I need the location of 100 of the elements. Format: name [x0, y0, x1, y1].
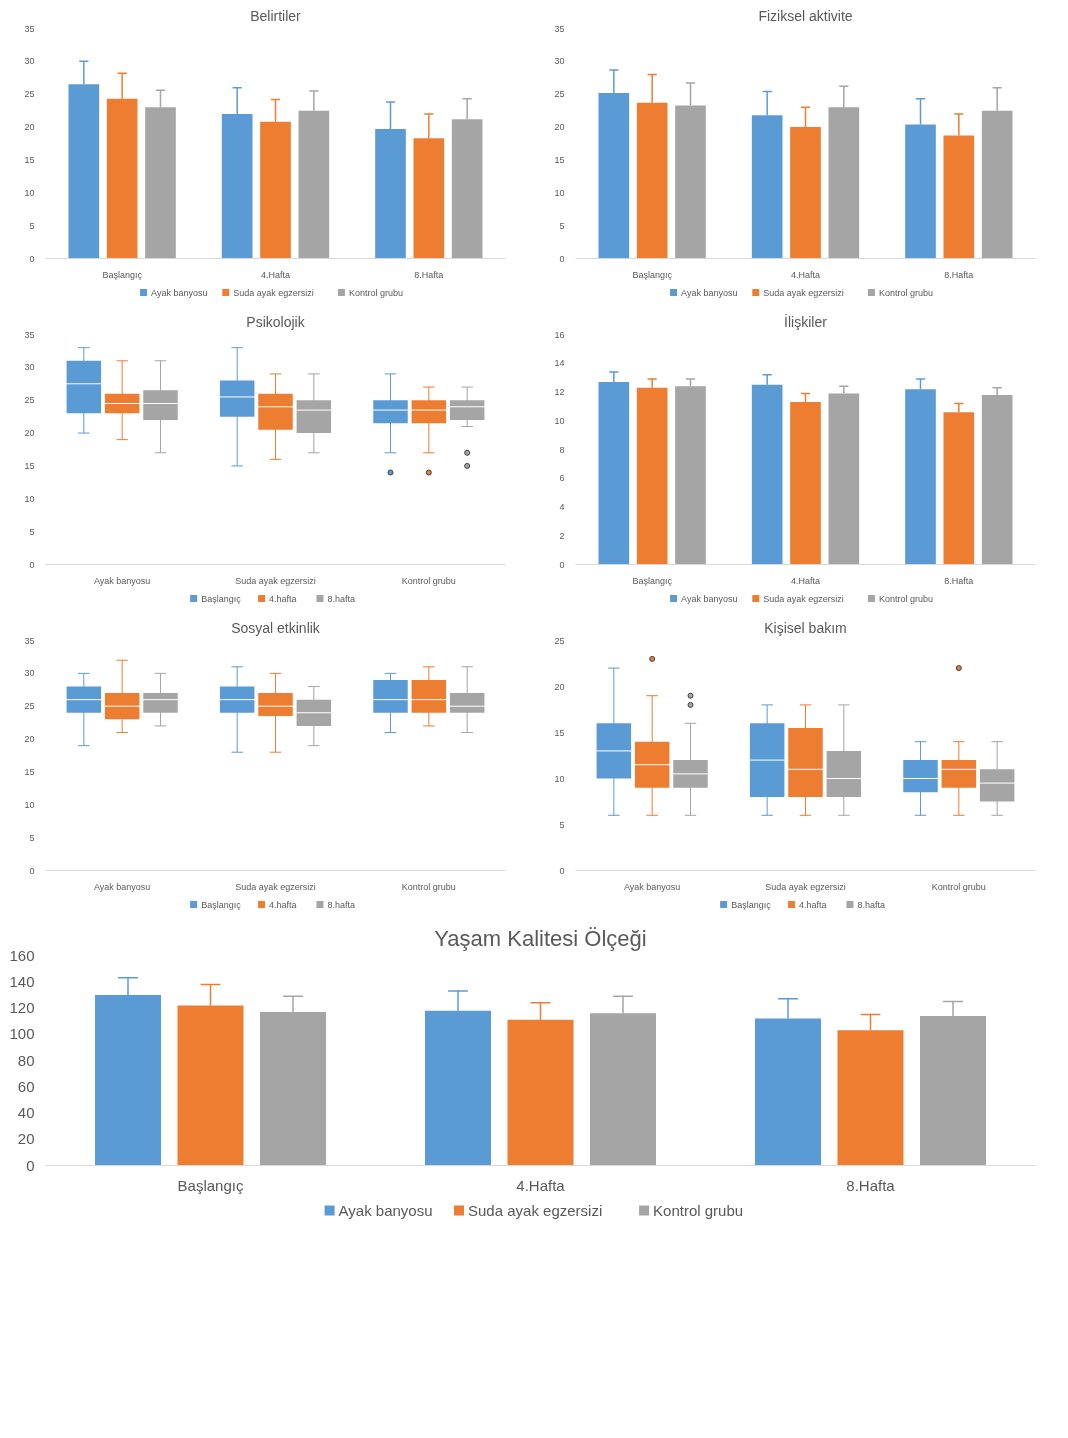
legend-label: Kontrol grubu — [653, 1202, 744, 1219]
y-tick-label: 15 — [554, 727, 565, 738]
legend-label: Ayak banyosu — [151, 287, 208, 298]
x-tick-label: 8.Hafta — [944, 269, 974, 280]
y-tick-label: 120 — [9, 999, 35, 1016]
x-tick-label: Suda ayak egzersizi — [765, 881, 846, 892]
chart-title: Psikolojik — [246, 313, 306, 330]
x-tick-label: 8.Hafta — [414, 269, 444, 280]
x-tick-label: 4.Hafta — [260, 269, 291, 280]
y-tick-label: 16 — [554, 329, 565, 340]
x-tick-label: Ayak banyosu — [93, 881, 151, 892]
y-tick-label: 20 — [17, 1130, 35, 1148]
legend-label: Suda ayak egzersizi — [468, 1202, 603, 1219]
y-tick-label: 0 — [26, 1156, 35, 1174]
y-tick-label: 30 — [24, 362, 35, 373]
chart-title: Fiziksel aktivite — [758, 7, 853, 24]
y-tick-label: 0 — [559, 559, 565, 570]
y-tick-label: 10 — [24, 493, 35, 504]
y-tick-label: 140 — [9, 972, 35, 990]
y-tick-label: 10 — [554, 187, 565, 198]
legend-label: Kontrol grubu — [878, 593, 933, 604]
y-tick-label: 15 — [24, 766, 35, 777]
y-tick-label: 15 — [24, 460, 35, 471]
x-tick-label: Başlangıç — [102, 269, 143, 280]
chart-title: Kişisel bakım — [764, 619, 847, 636]
y-tick-label: 0 — [29, 865, 35, 876]
x-tick-label: Kontrol grubu — [401, 575, 456, 586]
x-tick-label: Suda ayak egzersizi — [235, 575, 316, 586]
y-tick-label: 25 — [24, 89, 35, 100]
x-tick-label: 4.Hafta — [516, 1176, 566, 1194]
x-tick-label: Kontrol grubu — [401, 881, 456, 892]
y-tick-label: 5 — [29, 526, 35, 537]
y-tick-label: 0 — [559, 253, 565, 264]
y-tick-label: 30 — [554, 56, 565, 67]
legend-label: 8.hafta — [327, 899, 355, 910]
y-tick-label: 25 — [554, 89, 565, 100]
x-tick-label: Ayak banyosu — [623, 881, 681, 892]
y-tick-label: 20 — [554, 122, 565, 133]
y-tick-label: 35 — [24, 635, 35, 646]
y-tick-label: 30 — [24, 668, 35, 679]
legend-label: Kontrol grubu — [878, 287, 933, 298]
y-tick-label: 15 — [24, 154, 35, 165]
legend-label: Suda ayak egzersizi — [763, 287, 844, 298]
legend-label: 4.hafta — [269, 593, 297, 604]
legend-label: 4.hafta — [799, 899, 827, 910]
chart-title: Yaşam Kalitesi Ölçeği — [434, 925, 647, 951]
legend-label: Başlangıç — [201, 899, 242, 910]
y-tick-label: 10 — [554, 773, 565, 784]
legend-label: Ayak banyosu — [681, 593, 738, 604]
y-tick-label: 60 — [17, 1077, 35, 1095]
x-tick-label: Başlangıç — [632, 575, 673, 586]
y-tick-label: 160 — [9, 946, 35, 964]
y-tick-label: 12 — [554, 387, 565, 397]
y-tick-label: 2 — [559, 530, 565, 541]
legend-label: Kontrol grubu — [348, 287, 403, 298]
chart-title: İlişkiler — [784, 312, 828, 330]
y-tick-label: 40 — [17, 1104, 35, 1121]
y-tick-label: 15 — [554, 154, 565, 165]
y-tick-label: 25 — [24, 701, 35, 712]
y-tick-label: 0 — [29, 559, 35, 570]
legend-label: 8.hafta — [327, 593, 355, 604]
legend-label: Başlangıç — [731, 899, 772, 910]
chart-title: Sosyal etkinlik — [231, 619, 321, 636]
y-tick-label: 10 — [24, 799, 35, 810]
legend-label: Ayak banyosu — [338, 1202, 433, 1219]
y-tick-label: 5 — [559, 819, 565, 830]
x-tick-label: Başlangıç — [177, 1176, 244, 1194]
x-tick-label: 4.Hafta — [790, 269, 821, 280]
y-tick-label: 10 — [24, 187, 35, 198]
y-tick-label: 14 — [554, 358, 565, 369]
legend-label: Suda ayak egzersizi — [233, 287, 314, 298]
y-tick-label: 35 — [24, 329, 35, 340]
x-tick-label: 8.Hafta — [846, 1176, 896, 1194]
y-tick-label: 10 — [554, 415, 565, 426]
legend-label: Başlangıç — [201, 593, 242, 604]
legend-label: Ayak banyosu — [681, 287, 738, 298]
y-tick-label: 0 — [29, 253, 35, 264]
chart-title: Belirtiler — [250, 7, 302, 24]
y-tick-label: 5 — [29, 220, 35, 231]
y-tick-label: 20 — [24, 734, 35, 745]
y-tick-label: 80 — [17, 1051, 35, 1069]
legend-label: 4.hafta — [269, 899, 297, 910]
y-tick-label: 25 — [554, 635, 565, 646]
legend-label: 8.hafta — [857, 899, 885, 910]
x-tick-label: Kontrol grubu — [931, 881, 986, 892]
y-tick-label: 25 — [24, 395, 35, 406]
x-tick-label: Ayak banyosu — [93, 575, 151, 586]
y-tick-label: 30 — [24, 56, 35, 67]
y-tick-label: 6 — [559, 473, 565, 484]
y-tick-label: 5 — [559, 220, 565, 231]
x-tick-label: 8.Hafta — [944, 575, 974, 586]
y-tick-label: 35 — [24, 23, 35, 34]
x-tick-label: Başlangıç — [632, 269, 673, 280]
y-tick-label: 4 — [559, 502, 565, 512]
y-tick-label: 0 — [559, 865, 565, 876]
x-tick-label: Suda ayak egzersizi — [235, 881, 316, 892]
y-tick-label: 100 — [9, 1025, 35, 1043]
y-tick-label: 20 — [554, 681, 565, 692]
legend-label: Suda ayak egzersizi — [763, 593, 844, 604]
y-tick-label: 20 — [24, 122, 35, 133]
